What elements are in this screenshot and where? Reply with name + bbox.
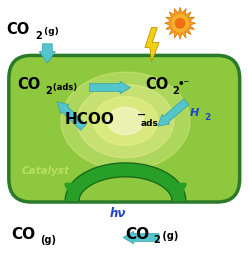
Polygon shape [144, 28, 158, 62]
Text: 2: 2 [153, 235, 160, 245]
FancyArrow shape [39, 44, 55, 63]
Ellipse shape [61, 72, 189, 170]
Text: CO: CO [6, 22, 30, 37]
Text: ads: ads [140, 119, 158, 128]
Text: 2: 2 [172, 86, 178, 96]
FancyArrow shape [157, 99, 188, 126]
Ellipse shape [77, 84, 173, 158]
Text: •⁻: •⁻ [177, 79, 189, 89]
FancyArrow shape [57, 102, 86, 130]
Text: CO: CO [11, 227, 35, 242]
Text: (g): (g) [41, 27, 58, 36]
Text: CO: CO [125, 227, 149, 242]
Text: hν: hν [110, 207, 126, 220]
Text: H: H [189, 108, 198, 118]
Text: CO: CO [18, 77, 40, 93]
Circle shape [175, 18, 184, 28]
Ellipse shape [107, 107, 143, 135]
FancyArrow shape [122, 231, 158, 244]
Text: HCOO: HCOO [64, 112, 114, 127]
Text: 2: 2 [203, 113, 209, 122]
Text: (ads): (ads) [50, 83, 77, 92]
Text: 2: 2 [45, 86, 51, 96]
Text: CO: CO [145, 77, 168, 93]
Ellipse shape [93, 96, 157, 145]
Text: Catalyst: Catalyst [21, 166, 69, 176]
Text: −: − [136, 110, 145, 120]
Polygon shape [164, 7, 195, 39]
Circle shape [172, 15, 187, 31]
Text: (g): (g) [40, 235, 56, 245]
Text: 2: 2 [35, 31, 42, 41]
Text: (g): (g) [158, 231, 178, 242]
FancyArrow shape [89, 81, 130, 94]
FancyBboxPatch shape [9, 55, 239, 202]
